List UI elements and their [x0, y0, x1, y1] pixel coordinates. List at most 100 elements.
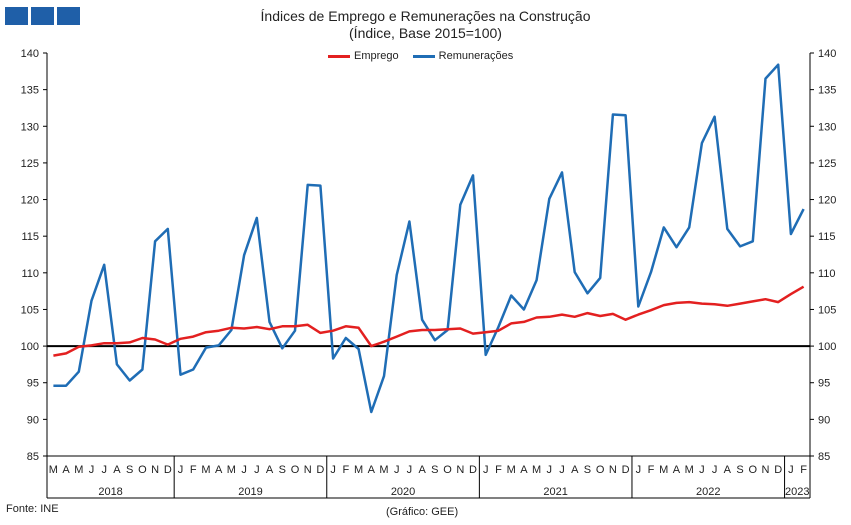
x-month-label: M — [659, 464, 668, 476]
x-month-label: M — [532, 464, 541, 476]
y-tick-label-right: 85 — [818, 451, 830, 463]
gee-logo — [5, 7, 80, 25]
x-month-label: M — [507, 464, 516, 476]
x-month-label: M — [49, 464, 58, 476]
legend-label-remuneracoes: Remunerações — [438, 50, 514, 62]
legend-swatch-emprego — [328, 54, 350, 58]
y-tick-label-left: 120 — [21, 195, 39, 207]
x-month-label: S — [736, 464, 743, 476]
chart-credit: (Gráfico: GEE) — [386, 506, 459, 518]
x-month-label: S — [126, 464, 133, 476]
x-month-label: J — [483, 464, 489, 476]
x-month-label: J — [788, 464, 794, 476]
x-month-label: F — [648, 464, 655, 476]
y-tick-label-left: 100 — [21, 341, 39, 353]
x-month-label: M — [74, 464, 83, 476]
x-month-label: A — [368, 464, 376, 476]
x-year-label: 2020 — [391, 486, 415, 498]
y-tick-label-left: 130 — [21, 121, 39, 133]
chart-title-block: Índices de Emprego e Remunerações na Con… — [0, 8, 851, 42]
y-tick-label-left: 95 — [27, 378, 39, 390]
chart-title: Índices de Emprego e Remunerações na Con… — [260, 8, 591, 24]
source-note: Fonte: INE — [6, 503, 59, 515]
x-month-label: A — [673, 464, 681, 476]
x-month-label: F — [800, 464, 807, 476]
y-tick-label-right: 90 — [818, 414, 830, 426]
x-month-label: D — [164, 464, 172, 476]
x-month-label: N — [456, 464, 464, 476]
y-tick-label-right: 100 — [818, 341, 836, 353]
x-month-label: J — [407, 464, 413, 476]
x-month-label: J — [394, 464, 400, 476]
chart-legend: Emprego Remunerações — [328, 50, 513, 62]
y-tick-label-left: 85 — [27, 451, 39, 463]
x-year-label: 2023 — [785, 486, 809, 498]
x-month-label: J — [636, 464, 642, 476]
x-month-label: A — [724, 464, 732, 476]
y-tick-label-left: 110 — [21, 268, 39, 280]
x-month-label: F — [190, 464, 197, 476]
x-month-label: D — [469, 464, 477, 476]
x-month-label: N — [609, 464, 617, 476]
x-month-label: O — [291, 464, 300, 476]
y-tick-label-right: 125 — [818, 158, 836, 170]
x-year-label: 2019 — [238, 486, 262, 498]
x-month-label: N — [762, 464, 770, 476]
x-month-label: J — [241, 464, 247, 476]
x-month-label: J — [547, 464, 553, 476]
chart-subtitle: (Índice, Base 2015=100) — [349, 25, 502, 41]
x-month-label: D — [316, 464, 324, 476]
x-month-label: J — [254, 464, 260, 476]
x-month-label: N — [151, 464, 159, 476]
x-month-label: M — [685, 464, 694, 476]
x-month-label: F — [342, 464, 349, 476]
x-month-label: S — [431, 464, 438, 476]
legend-swatch-remuneracoes — [412, 54, 435, 58]
y-tick-label-left: 135 — [21, 85, 39, 97]
x-month-label: J — [559, 464, 565, 476]
x-month-label: S — [584, 464, 591, 476]
x-month-label: O — [138, 464, 147, 476]
x-month-label: O — [748, 464, 757, 476]
legend-item-remuneracoes: Remunerações — [412, 50, 514, 62]
x-month-label: J — [89, 464, 95, 476]
legend-item-emprego: Emprego — [328, 50, 399, 62]
y-tick-label-left: 105 — [21, 304, 39, 316]
y-tick-label-right: 140 — [818, 48, 836, 60]
y-tick-label-right: 115 — [818, 231, 836, 243]
y-tick-label-left: 90 — [27, 414, 39, 426]
x-month-label: A — [266, 464, 274, 476]
x-month-label: F — [495, 464, 502, 476]
y-tick-label-right: 110 — [818, 268, 836, 280]
x-month-label: A — [113, 464, 121, 476]
x-month-label: A — [418, 464, 426, 476]
series-line-remuneracoes — [53, 63, 805, 414]
x-month-label: N — [304, 464, 312, 476]
x-month-label: O — [596, 464, 605, 476]
y-tick-label-left: 125 — [21, 158, 39, 170]
x-month-label: S — [279, 464, 286, 476]
x-month-label: J — [699, 464, 705, 476]
x-month-label: A — [62, 464, 70, 476]
x-month-label: J — [101, 464, 107, 476]
legend-label-emprego: Emprego — [354, 50, 399, 62]
series-line-emprego — [53, 285, 805, 357]
y-tick-label-right: 95 — [818, 378, 830, 390]
x-month-label: A — [571, 464, 579, 476]
y-tick-label-right: 105 — [818, 304, 836, 316]
x-month-label: D — [622, 464, 630, 476]
x-month-label: M — [354, 464, 363, 476]
x-month-label: O — [443, 464, 452, 476]
x-month-label: A — [215, 464, 223, 476]
logo-block-1 — [5, 7, 28, 25]
y-tick-label-right: 135 — [818, 85, 836, 97]
x-month-label: J — [178, 464, 184, 476]
logo-block-2 — [31, 7, 54, 25]
x-month-label: M — [201, 464, 210, 476]
x-year-label: 2021 — [543, 486, 567, 498]
y-tick-label-right: 120 — [818, 195, 836, 207]
x-month-label: J — [330, 464, 336, 476]
x-month-label: D — [774, 464, 782, 476]
x-year-label: 2018 — [98, 486, 122, 498]
y-tick-label-right: 130 — [818, 121, 836, 133]
